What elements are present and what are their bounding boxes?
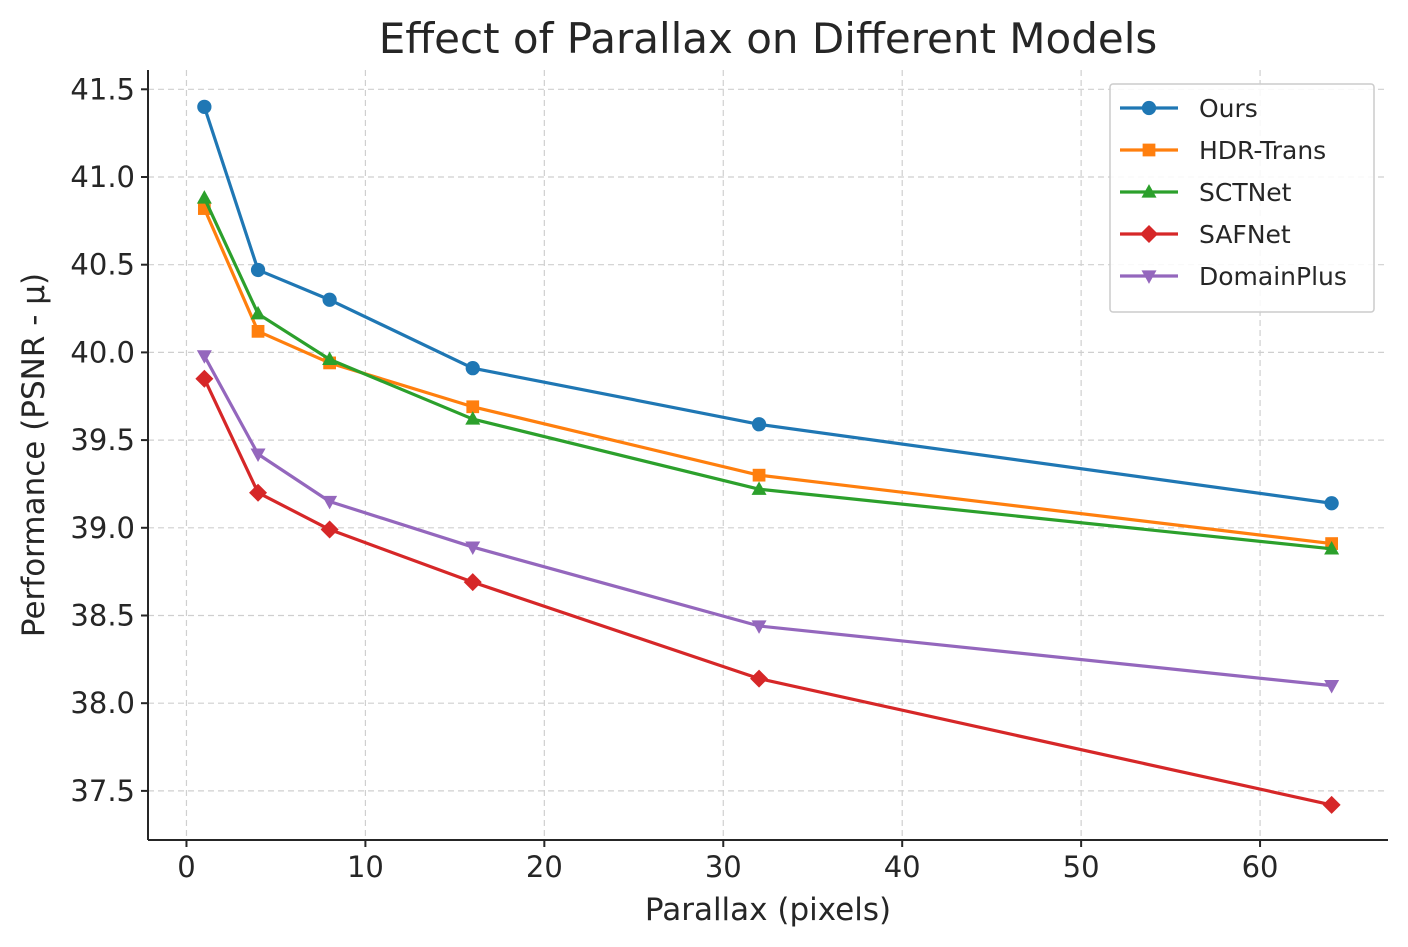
series-sctnet [196,190,1340,555]
legend-item-hdr-trans: HDR-Trans [1120,136,1326,165]
x-tick-label: 40 [884,850,921,884]
legend-label-hdr-trans: HDR-Trans [1199,136,1326,165]
data-point-safnet [195,369,214,388]
data-point-sctnet [751,481,767,495]
series-line-hdr-trans [202,207,1332,546]
y-tick-label: 38.0 [70,686,135,720]
ticks: 0 10 20 30 40 50 60 37.5 38.0 38.5 39.0 39.5 40.0 40.… [70,72,1278,884]
series-line-safnet [202,378,1332,807]
data-point-ours [322,292,337,307]
legend-marker-ours [1141,100,1157,116]
data-point-ours [465,361,480,376]
series-ours [197,99,1339,511]
data-point-ours [250,262,266,278]
data-point-sctnet [196,190,212,204]
legend-marker-hdr-trans [1142,143,1156,157]
data-point-safnet [1322,795,1341,814]
data-point-hdr-trans [251,324,265,338]
series-line-domainplus [202,355,1332,688]
y-tick-label: 39.0 [70,511,135,545]
data-point-safnet [320,520,339,539]
series-line-sctnet [202,197,1332,551]
data-point-sctnet [465,411,481,425]
legend-box [1109,83,1375,313]
legend-label-ours: Ours [1199,94,1258,123]
data-point-safnet [463,573,482,592]
legend-item-sctnet: SCTNet [1120,178,1292,207]
x-tick-label: 60 [1242,850,1279,884]
data-point-hdr-trans [752,468,766,482]
data-point-domainplus [465,541,481,555]
series-line-ours [202,106,1332,505]
x-tick-label: 20 [526,850,563,884]
data-point-sctnet [1324,540,1340,555]
y-tick-label: 39.5 [70,423,135,457]
legend-label-domainplus: DomainPlus [1199,262,1347,291]
data-point-ours [751,417,767,432]
y-tick-label: 40.5 [70,248,135,282]
legend-marker-sctnet [1141,184,1157,198]
chart-title: Effect of Parallax on Different Models [379,14,1158,63]
legend-marker-domainplus [1141,270,1157,284]
data-point-domainplus [1324,680,1340,694]
series-domainplus [196,350,1340,694]
data-point-ours [197,99,212,114]
data-point-domainplus [322,495,338,510]
x-tick-label: 30 [705,850,742,884]
plot-series [195,99,1341,814]
axes [147,70,1388,841]
y-axis-label: Performance (PSNR - μ) [16,273,52,637]
x-axis-label: Parallax (pixels) [645,892,891,928]
y-tick-label: 37.5 [70,774,135,808]
data-point-domainplus [250,448,266,462]
y-tick-label: 38.5 [70,598,135,632]
data-point-domainplus [196,350,212,364]
legend-label-safnet: SAFNet [1199,220,1291,249]
legend-item-ours: Ours [1120,94,1258,123]
series-safnet [195,369,1341,814]
y-tick-label: 41.5 [70,72,135,106]
y-tick-label: 40.0 [70,335,135,369]
legend-label-sctnet: SCTNet [1199,178,1292,207]
data-point-safnet [249,483,268,502]
data-point-ours [1324,496,1339,511]
legend: Ours HDR-Trans SCTNet SAFNet DomainPlus [1109,83,1375,313]
data-point-domainplus [751,620,767,634]
data-point-sctnet [322,351,338,366]
x-tick-label: 0 [177,850,195,884]
legend-item-safnet: SAFNet [1120,220,1291,249]
x-tick-label: 50 [1063,850,1100,884]
data-point-safnet [750,669,769,688]
data-point-sctnet [250,305,266,320]
legend-marker-safnet [1140,225,1158,243]
legend-item-domainplus: DomainPlus [1120,262,1347,291]
data-point-hdr-trans [466,400,480,414]
x-tick-label: 10 [347,850,384,884]
y-tick-label: 41.0 [70,160,135,194]
